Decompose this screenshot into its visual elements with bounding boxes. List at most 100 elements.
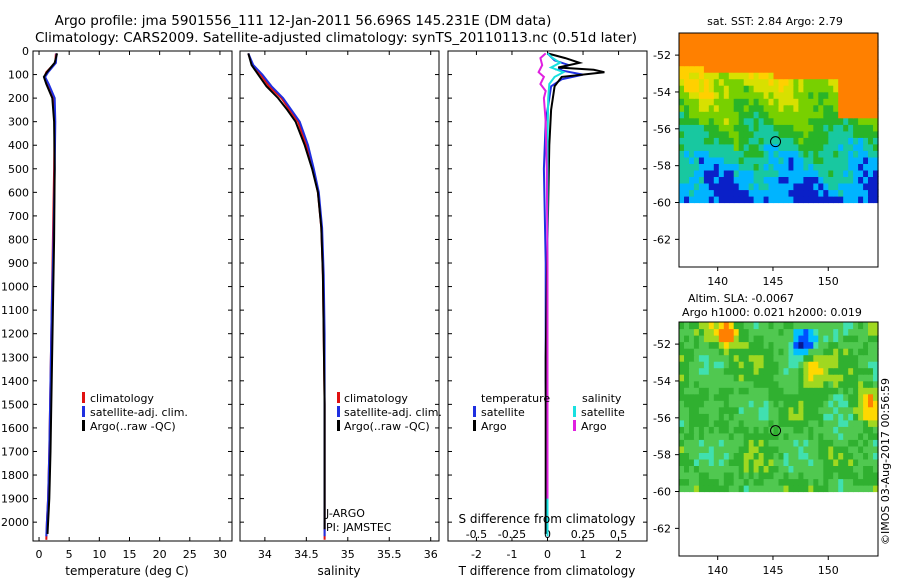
heatmap-cell <box>863 46 869 54</box>
heatmap-cell <box>723 156 730 164</box>
heatmap-cell <box>783 196 790 204</box>
heatmap-cell <box>843 341 849 349</box>
heatmap-cell <box>828 169 834 177</box>
heatmap-cell <box>738 39 745 47</box>
heatmap-cell <box>698 117 705 125</box>
heatmap-cell <box>738 374 745 382</box>
legend-label-s-satellite: satellite <box>581 406 625 419</box>
heatmap-cell <box>713 406 720 414</box>
heatmap-cell <box>723 33 730 41</box>
heatmap-cell <box>828 150 834 158</box>
heatmap-cell <box>793 439 799 447</box>
heatmap-cell <box>713 465 720 473</box>
heatmap-cell <box>738 380 745 388</box>
heatmap-cell <box>758 156 765 164</box>
legend-header-temperature: temperature <box>481 392 550 405</box>
heatmap-cell <box>783 183 790 191</box>
heatmap-cell <box>853 400 859 408</box>
heatmap-cell <box>863 458 869 466</box>
heatmap-cell <box>813 478 819 486</box>
heatmap-cell <box>868 176 874 184</box>
heatmap-cell <box>828 176 834 184</box>
heatmap-cell <box>698 406 705 414</box>
temperature-series <box>42 53 59 540</box>
heatmap-cell <box>773 183 780 191</box>
heatmap-cell <box>853 78 859 86</box>
heatmap-cell <box>818 380 824 388</box>
heatmap-cell <box>743 183 750 191</box>
heatmap-cell <box>679 465 685 473</box>
heatmap-cell <box>818 143 824 151</box>
heatmap-cell <box>679 335 685 343</box>
heatmap-cell <box>733 78 740 86</box>
heatmap-cell <box>808 432 814 440</box>
heatmap-cell <box>708 374 715 382</box>
heatmap-cell <box>838 374 844 382</box>
heatmap-cell <box>684 393 690 401</box>
y-tick-label: -60 <box>653 197 671 210</box>
heatmap-cell <box>873 196 879 204</box>
heatmap-cell <box>733 104 740 112</box>
heatmap-cell <box>808 328 814 336</box>
heatmap-cell <box>863 472 869 480</box>
heatmap-cell <box>778 322 785 330</box>
heatmap-cell <box>723 65 730 73</box>
heatmap-cell <box>868 59 874 67</box>
difference-xlabel: T difference from climatology <box>458 564 636 578</box>
heatmap-cell <box>843 374 849 382</box>
heatmap-cell <box>833 72 839 80</box>
heatmap-cell <box>853 124 859 132</box>
series-line-argo_salinity <box>537 52 549 499</box>
heatmap-cell <box>684 432 690 440</box>
heatmap-cell <box>733 111 740 119</box>
heatmap-cell <box>808 176 814 184</box>
heatmap-cell <box>773 341 780 349</box>
heatmap-cell <box>813 104 819 112</box>
heatmap-cell <box>713 163 720 171</box>
heatmap-cell <box>788 432 795 440</box>
heatmap-cell <box>813 328 819 336</box>
heatmap-cell <box>723 478 730 486</box>
heatmap-cell <box>783 452 790 460</box>
heatmap-cell <box>848 98 854 106</box>
heatmap-cell <box>708 183 715 191</box>
heatmap-cell <box>728 341 735 349</box>
heatmap-cell <box>708 380 715 388</box>
heatmap-cell <box>684 104 690 112</box>
heatmap-cell <box>698 426 705 434</box>
heatmap-cell <box>868 137 874 145</box>
heatmap-cell <box>743 72 750 80</box>
heatmap-cell <box>868 65 874 73</box>
heatmap-cell <box>838 130 844 138</box>
heatmap-cell <box>708 413 715 421</box>
heatmap-cell <box>813 367 819 375</box>
heatmap-cell <box>853 406 859 414</box>
heatmap-cell <box>783 169 790 177</box>
heatmap-cell <box>718 354 725 362</box>
heatmap-cell <box>828 465 834 473</box>
heatmap-cell <box>823 156 829 164</box>
heatmap-cell <box>753 183 760 191</box>
heatmap-cell <box>723 374 730 382</box>
heatmap-cell <box>818 46 824 54</box>
heatmap-cell <box>698 137 705 145</box>
heatmap-cell <box>833 367 839 375</box>
heatmap-cell <box>818 393 824 401</box>
heatmap-cell <box>848 413 854 421</box>
heatmap-cell <box>848 348 854 356</box>
heatmap-cell <box>813 130 819 138</box>
heatmap-cell <box>733 367 740 375</box>
heatmap-cell <box>853 183 859 191</box>
heatmap-cell <box>758 335 765 343</box>
heatmap-cell <box>868 33 874 41</box>
heatmap-cell <box>783 413 790 421</box>
heatmap-cell <box>713 419 720 427</box>
heatmap-cell <box>798 465 804 473</box>
y-tick-label: 100 <box>8 69 29 82</box>
heatmap-cell <box>689 465 695 473</box>
heatmap-cell <box>873 111 879 119</box>
heatmap-cell <box>713 485 720 493</box>
heatmap-cell <box>758 189 765 197</box>
heatmap-cell <box>843 419 849 427</box>
heatmap-cell <box>863 393 869 401</box>
